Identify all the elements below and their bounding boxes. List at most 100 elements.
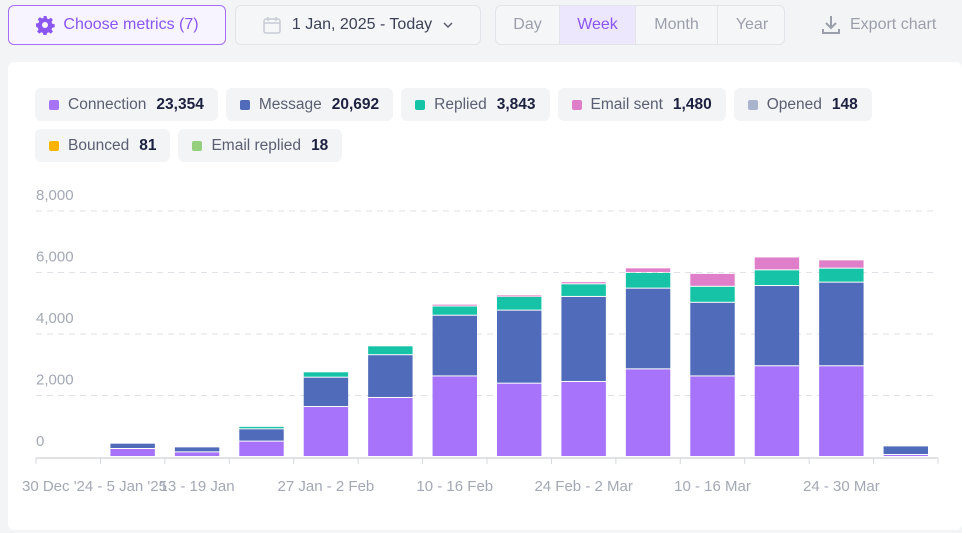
bar-email-sent[interactable] [561, 282, 606, 284]
bar-connection[interactable] [497, 383, 542, 456]
bar-connection[interactable] [690, 376, 735, 456]
legend-item-bounced[interactable]: Bounced 81 [35, 129, 171, 162]
export-chart-label: Export chart [850, 16, 937, 33]
bar-connection[interactable] [303, 407, 349, 456]
y-tick-label: 0 [36, 433, 44, 450]
y-tick-label: 2,000 [36, 372, 74, 389]
legend-label: Opened [766, 95, 822, 113]
bar-connection[interactable] [625, 369, 671, 456]
bar-message[interactable] [625, 288, 671, 369]
bar-replied[interactable] [303, 372, 349, 377]
legend-value: 148 [831, 95, 858, 113]
legend-swatch [239, 99, 250, 110]
bar-connection[interactable] [561, 381, 606, 456]
toolbar: Choose metrics (7) 1 Jan, 2025 - Today D… [8, 5, 962, 45]
bar-replied[interactable] [561, 284, 606, 296]
y-tick-label: 6,000 [36, 249, 74, 266]
bar-message[interactable] [819, 282, 864, 366]
bar-email-sent[interactable] [690, 273, 735, 286]
bar-replied[interactable] [368, 346, 413, 355]
bar-message[interactable] [303, 377, 349, 407]
legend-label: Replied [434, 95, 487, 113]
legend-value: 1,480 [672, 95, 712, 113]
legend-item-opened[interactable]: Opened 148 [733, 88, 872, 121]
bar-message[interactable] [561, 296, 606, 381]
legend-item-replied[interactable]: Replied 3,843 [401, 88, 550, 121]
gear-icon [36, 16, 56, 35]
legend-item-email-replied[interactable]: Email replied 18 [178, 129, 343, 162]
x-tick-label: 24 Feb - 2 Mar [534, 478, 632, 495]
x-tick-label: 10 - 16 Mar [674, 478, 751, 495]
bar-connection[interactable] [110, 449, 155, 456]
bar-replied[interactable] [432, 306, 477, 315]
legend-label: Connection [68, 95, 147, 113]
legend-swatch [747, 99, 758, 110]
bar-email-sent[interactable] [432, 304, 477, 306]
bar-email-sent[interactable] [497, 295, 542, 297]
chevron-down-icon [443, 22, 453, 29]
bar-message[interactable] [368, 355, 413, 397]
date-range-label: 1 Jan, 2025 - Today [291, 16, 433, 33]
bar-replied[interactable] [497, 296, 542, 310]
bar-replied[interactable] [239, 426, 284, 429]
legend: Connection 23,354 Message 20,692 Replied 3,84… [35, 88, 935, 162]
legend-swatch [415, 99, 426, 110]
date-range-picker[interactable]: 1 Jan, 2025 - Today [235, 5, 481, 45]
legend-label: Email replied [211, 136, 302, 154]
choose-metrics-button[interactable]: Choose metrics (7) [8, 5, 226, 45]
bar-message[interactable] [754, 286, 800, 366]
bar-email-sent[interactable] [754, 257, 800, 270]
bar-replied[interactable] [625, 272, 671, 288]
legend-label: Email sent [590, 95, 663, 113]
legend-value: 81 [139, 136, 157, 154]
bar-message[interactable] [497, 310, 542, 383]
x-tick-label: 30 Dec '24 - 5 Jan '25 [22, 478, 167, 495]
bar-message[interactable] [110, 443, 155, 449]
legend-label: Message [258, 95, 322, 113]
bar-message[interactable] [690, 302, 735, 376]
chart-card: Connection 23,354 Message 20,692 Replied 3,84… [8, 62, 962, 530]
legend-value: 23,354 [156, 95, 204, 113]
bar-replied[interactable] [819, 268, 864, 282]
export-chart-button[interactable]: Export chart [820, 5, 936, 45]
x-tick-label: 13 - 19 Jan [160, 478, 235, 495]
bar-connection[interactable] [174, 452, 220, 456]
legend-swatch [49, 99, 59, 110]
bar-connection[interactable] [239, 441, 284, 456]
x-tick-label: 27 Jan - 2 Feb [278, 478, 375, 495]
bar-replied[interactable] [690, 286, 735, 302]
legend-swatch [49, 140, 59, 151]
period-week[interactable]: Week [560, 6, 636, 44]
legend-item-email-sent[interactable]: Email sent 1,480 [557, 88, 726, 121]
period-month[interactable]: Month [636, 6, 718, 44]
period-year[interactable]: Year [735, 16, 769, 33]
legend-value: 20,692 [331, 95, 380, 113]
legend-value: 3,843 [496, 95, 536, 113]
bar-replied[interactable] [754, 270, 800, 286]
x-tick-label: 10 - 16 Feb [416, 478, 493, 495]
y-tick-label: 8,000 [36, 187, 74, 204]
legend-item-message[interactable]: Message 20,692 [225, 88, 394, 121]
bar-email-sent[interactable] [625, 268, 671, 272]
y-tick-label: 4,000 [36, 310, 74, 327]
bar-connection[interactable] [883, 455, 928, 457]
legend-value: 18 [311, 136, 329, 154]
bar-email-sent[interactable] [819, 260, 864, 268]
bar-message[interactable] [174, 447, 220, 452]
calendar-icon [263, 17, 281, 34]
choose-metrics-label: Choose metrics (7) [63, 16, 199, 33]
bar-message[interactable] [239, 429, 284, 441]
x-tick-label: 24 - 30 Mar [803, 478, 880, 495]
download-icon [822, 16, 840, 34]
bar-connection[interactable] [432, 376, 477, 456]
bar-connection[interactable] [819, 366, 864, 456]
bar-connection[interactable] [754, 366, 800, 456]
bar-message[interactable] [883, 446, 928, 455]
legend-swatch [192, 140, 203, 151]
period-day[interactable]: Day [496, 6, 560, 44]
bar-message[interactable] [432, 315, 477, 376]
bar-connection[interactable] [368, 397, 413, 456]
period-selector: Day Week Month Year [495, 5, 785, 45]
legend-item-connection[interactable]: Connection 23,354 [35, 88, 218, 121]
